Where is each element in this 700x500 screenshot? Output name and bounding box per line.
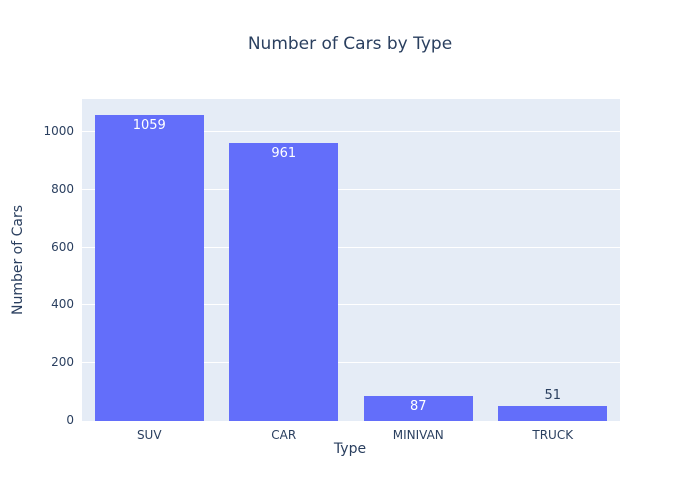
x-tick-label: MINIVAN	[392, 428, 444, 442]
x-axis-title: Type	[333, 441, 367, 457]
chart-title: Number of Cars by Type	[247, 34, 453, 54]
y-tick-label: 200	[51, 355, 74, 370]
gridline	[82, 304, 620, 306]
gridline	[82, 131, 620, 133]
y-tick-label: 600	[51, 239, 74, 254]
bar-value-label: 51	[544, 388, 562, 404]
x-tick-label: SUV	[136, 428, 162, 442]
y-tick-label: 400	[51, 297, 74, 312]
y-tick-label: 800	[51, 181, 74, 196]
bar-truck[interactable]	[498, 406, 608, 421]
x-tick-label: CAR	[271, 428, 297, 442]
bar-value-label: 87	[409, 398, 427, 414]
plot-area[interactable]: 1059 961 87 51	[82, 99, 620, 421]
bar-value-label: 1059	[132, 118, 166, 134]
gridline	[82, 362, 620, 364]
gridline	[82, 188, 620, 190]
gridline	[82, 246, 620, 248]
y-tick-label: 1000	[43, 124, 74, 139]
bar-suv[interactable]	[94, 115, 204, 421]
bar-car[interactable]	[229, 143, 339, 421]
y-tick-label: 0	[66, 413, 74, 427]
y-axis-title: Number of Cars	[10, 204, 26, 316]
bar-value-label: 961	[271, 146, 297, 162]
x-tick-label: TRUCK	[532, 428, 574, 442]
bar-minivan[interactable]	[363, 395, 473, 421]
